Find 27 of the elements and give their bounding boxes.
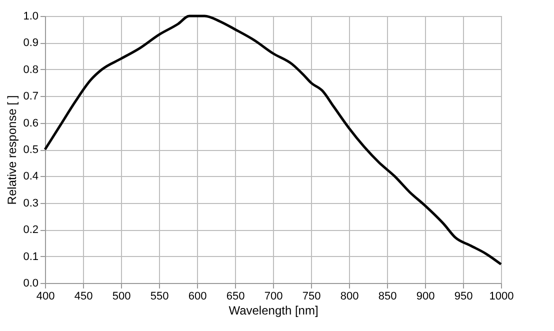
x-axis-title: Wavelength [nm] bbox=[228, 304, 318, 318]
x-tick-label: 450 bbox=[74, 290, 93, 302]
x-tick-label: 750 bbox=[302, 290, 321, 302]
x-tick-label: 850 bbox=[378, 290, 397, 302]
y-tick-label: 0.3 bbox=[23, 197, 38, 210]
y-tick-label: 0.6 bbox=[23, 117, 38, 130]
y-axis-title: Relative response [ ] bbox=[5, 95, 20, 205]
y-tick-label: 0.2 bbox=[23, 224, 38, 236]
x-tick-label: 800 bbox=[340, 290, 359, 302]
x-tick-label: 650 bbox=[226, 290, 245, 302]
y-tick-label: 0.4 bbox=[23, 170, 38, 183]
y-tick-label: 0.0 bbox=[23, 278, 38, 290]
x-tick-label: 1000 bbox=[489, 290, 514, 302]
line-series bbox=[44, 14, 502, 266]
y-tick-label: 0.5 bbox=[23, 144, 38, 156]
y-tick-label: 0.1 bbox=[23, 250, 38, 263]
x-tick-label: 500 bbox=[112, 290, 131, 302]
x-tick-label: 550 bbox=[150, 290, 169, 302]
x-tick-label: 700 bbox=[264, 290, 283, 302]
y-tick-label: 0.7 bbox=[23, 90, 38, 103]
x-tick-label: 400 bbox=[36, 290, 55, 302]
x-tick-label: 950 bbox=[454, 290, 473, 302]
y-tick-label: 1.0 bbox=[23, 10, 38, 22]
y-tick-label: 0.8 bbox=[23, 64, 38, 76]
y-tick-label: 0.9 bbox=[23, 37, 38, 50]
x-tick-label: 900 bbox=[416, 290, 435, 302]
x-tick-label: 600 bbox=[188, 290, 207, 302]
